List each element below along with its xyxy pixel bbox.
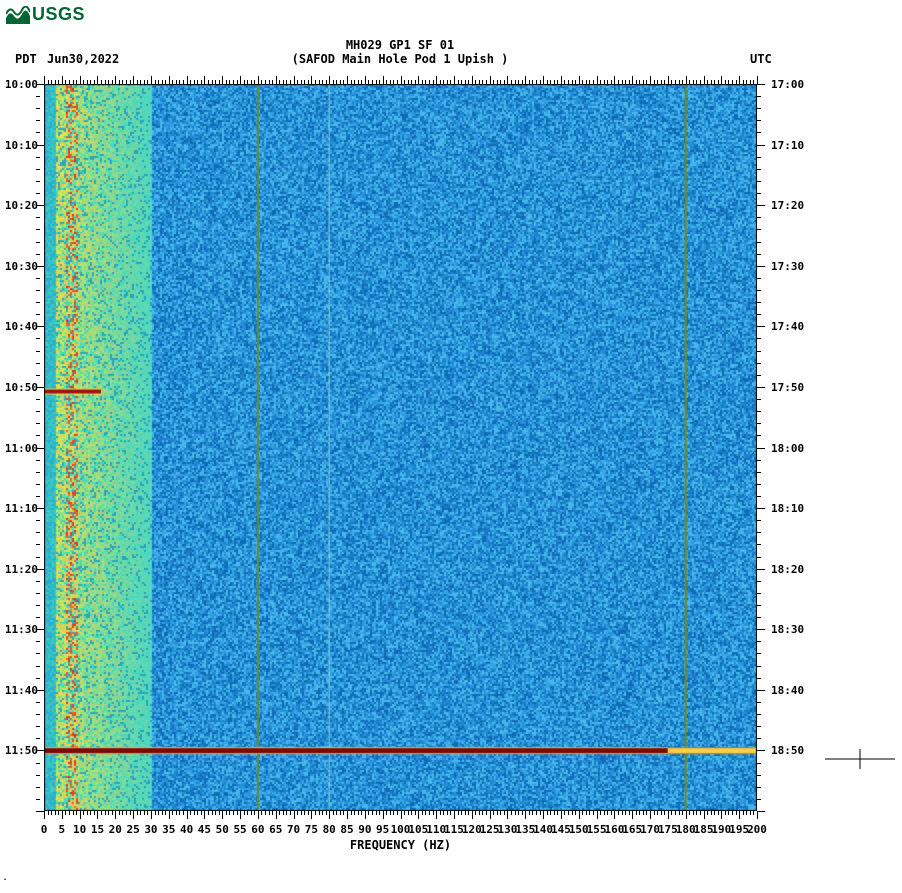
ytick-right-label: 18:40 [771,684,804,697]
usgs-logo: USGS [6,4,85,25]
xtick-label: 60 [251,823,264,836]
spectrogram-plot [44,84,757,811]
left-tz-label: PDT [15,52,37,66]
xtick-label: 15 [91,823,104,836]
xtick-label: 200 [747,823,767,836]
xtick-label: 20 [109,823,122,836]
xtick-label: 50 [216,823,229,836]
ytick-left-label: 10:40 [5,320,38,333]
ytick-right-label: 17:50 [771,381,804,394]
x-axis-label: FREQUENCY (HZ) [44,838,757,852]
ytick-left-label: 10:00 [5,78,38,91]
ytick-left-label: 10:10 [5,139,38,152]
xtick-label: 10 [73,823,86,836]
xtick-label: 95 [376,823,389,836]
ytick-right-label: 18:20 [771,563,804,576]
xtick-label: 85 [340,823,353,836]
chart-title-2: (SAFOD Main Hole Pod 1 Upish ) [0,52,800,66]
xtick-label: 75 [305,823,318,836]
xtick-label: 40 [180,823,193,836]
xtick-label: 45 [198,823,211,836]
xtick-label: 25 [127,823,140,836]
xtick-label: 65 [269,823,282,836]
xtick-label: 55 [233,823,246,836]
ytick-left-label: 10:20 [5,199,38,212]
ytick-left-label: 11:30 [5,623,38,636]
ytick-left-label: 10:30 [5,260,38,273]
xtick-label: 30 [144,823,157,836]
chart-title-1: MH029 GP1 SF 01 [0,38,800,52]
ytick-right-label: 17:20 [771,199,804,212]
ytick-right-label: 17:00 [771,78,804,91]
ytick-right-label: 18:30 [771,623,804,636]
xtick-label: 0 [41,823,48,836]
ytick-left-label: 11:50 [5,744,38,757]
spectrogram-canvas [44,84,757,811]
wave-icon [6,6,30,24]
side-marker [825,744,895,774]
ytick-right-label: 17:10 [771,139,804,152]
xtick-label: 90 [358,823,371,836]
ytick-left-label: 11:20 [5,563,38,576]
corner-mark: . [2,872,8,883]
xtick-label: 70 [287,823,300,836]
right-tz-label: UTC [750,52,772,66]
date-label: Jun30,2022 [47,52,119,66]
ytick-left-label: 11:00 [5,442,38,455]
xtick-label: 5 [59,823,66,836]
ytick-left-label: 11:10 [5,502,38,515]
ytick-right-label: 17:40 [771,320,804,333]
logo-text: USGS [32,4,85,25]
ytick-right-label: 17:30 [771,260,804,273]
ytick-right-label: 18:10 [771,502,804,515]
ytick-left-label: 10:50 [5,381,38,394]
xtick-label: 80 [323,823,336,836]
xtick-label: 35 [162,823,175,836]
ytick-left-label: 11:40 [5,684,38,697]
ytick-right-label: 18:00 [771,442,804,455]
ytick-right-label: 18:50 [771,744,804,757]
